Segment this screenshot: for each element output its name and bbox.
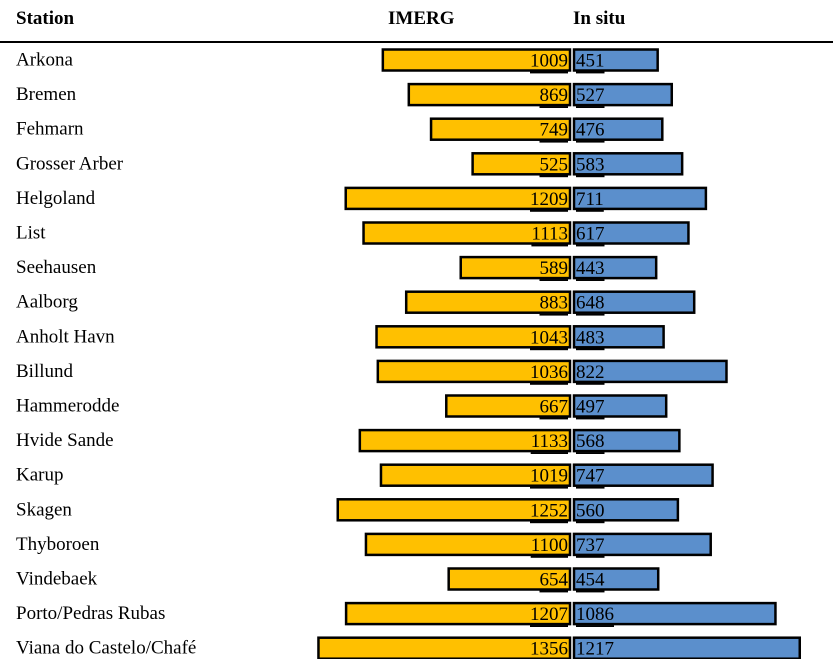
station-label: Arkona [16,50,74,71]
imerg-value-label: 525 [540,154,569,175]
insitu-value-label: 737 [576,535,605,556]
imerg-bar [344,186,572,211]
imerg-bar [447,567,572,591]
station-label: Hammerodde [16,396,119,417]
insitu-value-label: 454 [576,570,605,591]
imerg-value-label: 1209 [530,189,568,210]
station-label: Helgoland [16,188,96,209]
insitu-value-label: 560 [576,500,605,521]
insitu-value-label: 711 [576,189,604,210]
imerg-value-label: 1133 [531,431,568,452]
station-label: Aalborg [16,292,78,313]
imerg-bar [344,601,572,626]
station-label: Fehmarn [16,119,84,140]
station-label: Anholt Havn [16,326,115,347]
imerg-value-label: 654 [540,570,569,591]
insitu-value-label: 497 [576,397,605,418]
insitu-bar [572,428,681,453]
station-label: Vindebaek [16,569,98,590]
station-label: Billund [16,361,74,382]
imerg-value-label: 869 [540,85,569,106]
insitu-bar [572,498,680,522]
imerg-value-label: 1043 [530,327,568,348]
insitu-value-label: 451 [576,51,605,72]
insitu-value-label: 568 [576,431,605,452]
insitu-bar [572,255,658,280]
imerg-bar [336,498,572,522]
insitu-value-label: 648 [576,293,605,314]
imerg-bar [362,221,572,245]
insitu-bar [572,117,664,141]
station-label: Bremen [16,84,77,105]
insitu-bar [572,359,728,384]
imerg-value-label: 1252 [530,500,568,521]
insitu-bar [572,325,665,349]
imerg-bar [364,532,572,557]
insitu-bar [572,567,660,591]
insitu-value-label: 583 [576,154,605,175]
insitu-value-label: 1217 [576,639,614,659]
insitu-bar [572,221,690,245]
imerg-value-label: 1009 [530,51,568,72]
imerg-bar [429,117,572,141]
station-label: Porto/Pedras Rubas [16,603,165,624]
station-label: Hvide Sande [16,430,114,451]
imerg-bar [445,394,572,418]
imerg-bar [404,290,572,314]
imerg-value-label: 749 [540,120,569,141]
insitu-value-label: 527 [576,85,605,106]
insitu-bar [572,463,714,487]
imerg-value-label: 883 [540,293,569,314]
station-label: Seehausen [16,257,97,278]
imerg-bar [381,48,572,72]
insitu-value-label: 1086 [576,604,614,625]
insitu-bar [572,152,684,176]
imerg-value-label: 1019 [530,466,568,487]
insitu-bar [572,394,668,418]
imerg-bar [375,325,572,349]
station-label: List [16,223,46,244]
imerg-value-label: 667 [540,397,569,418]
insitu-value-label: 476 [576,120,605,141]
insitu-value-label: 483 [576,327,605,348]
insitu-bar [572,186,708,211]
imerg-bar [376,359,572,384]
header-divider [0,41,833,43]
station-label: Viana do Castelo/Chafé [16,638,196,659]
insitu-value-label: 443 [576,258,605,279]
insitu-value-label: 617 [576,224,605,245]
imerg-value-label: 1356 [530,639,568,659]
imerg-value-label: 1113 [531,224,568,245]
insitu-bar [572,48,659,72]
imerg-value-label: 1100 [531,535,568,556]
station-label: Grosser Arber [16,153,124,174]
imerg-column-header: IMERG [388,8,455,29]
station-label: Thyboroen [16,534,100,555]
station-label: Skagen [16,499,72,520]
insitu-value-label: 747 [576,466,605,487]
imerg-bar [459,255,572,280]
insitu-bar [572,290,696,314]
imerg-bar [358,428,572,453]
imerg-value-label: 1036 [530,362,568,383]
insitu-bar [572,82,674,107]
insitu-bar [572,601,777,626]
imerg-bar [471,152,572,176]
imerg-bar [407,82,572,107]
imerg-bar [379,463,572,487]
insitu-column-header: In situ [573,8,626,29]
insitu-bar [572,532,712,557]
imerg-value-label: 589 [540,258,569,279]
insitu-value-label: 822 [576,362,605,383]
station-column-header: Station [16,8,75,29]
imerg-value-label: 1207 [530,604,568,625]
station-label: Karup [16,465,63,486]
